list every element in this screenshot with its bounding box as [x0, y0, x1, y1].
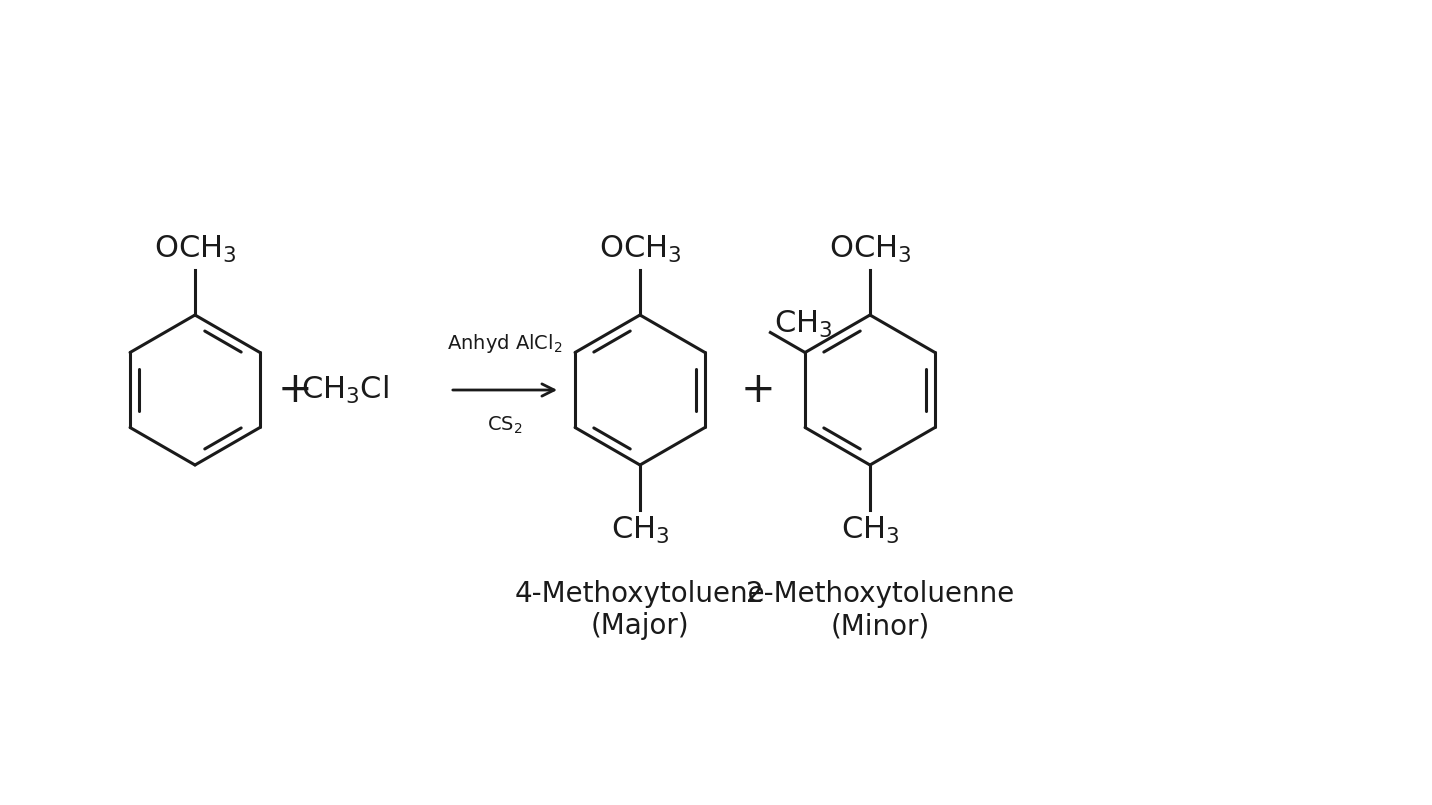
Text: CH$_3$: CH$_3$: [841, 515, 899, 546]
Text: OCH$_3$: OCH$_3$: [153, 234, 236, 265]
Text: (Major): (Major): [590, 612, 689, 640]
Text: 2-Methoxytoluenne: 2-Methoxytoluenne: [746, 580, 1014, 608]
Text: OCH$_3$: OCH$_3$: [599, 234, 682, 265]
Text: CH$_3$: CH$_3$: [775, 309, 833, 340]
Text: OCH$_3$: OCH$_3$: [829, 234, 911, 265]
Text: +: +: [278, 369, 312, 411]
Text: CH$_3$Cl: CH$_3$Cl: [301, 374, 390, 406]
Text: +: +: [740, 369, 775, 411]
Text: 4-Methoxytoluene: 4-Methoxytoluene: [514, 580, 765, 608]
Text: CH$_3$: CH$_3$: [611, 515, 669, 546]
Text: Anhyd AlCl$_2$: Anhyd AlCl$_2$: [447, 332, 563, 355]
Text: (Minor): (Minor): [831, 612, 929, 640]
Text: CS$_2$: CS$_2$: [487, 415, 523, 436]
